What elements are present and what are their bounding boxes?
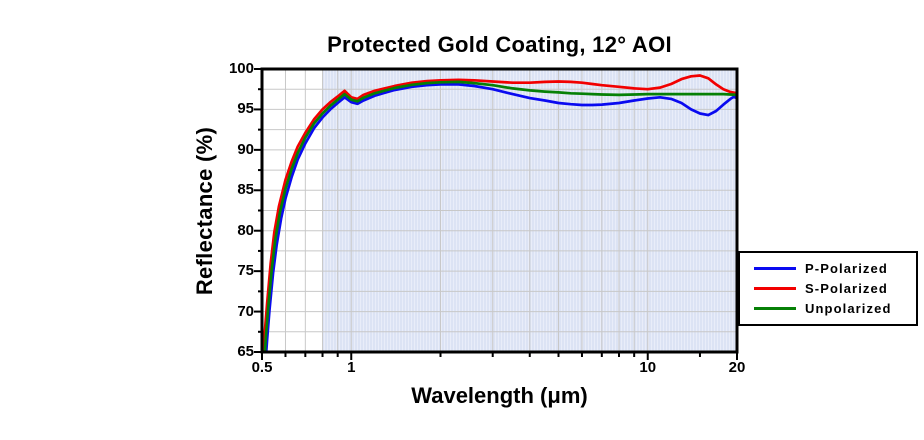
- legend-label-p-polarized: P-Polarized: [805, 261, 888, 276]
- y-tick-label-90: 90: [237, 140, 254, 158]
- plot-svg: [254, 67, 739, 360]
- y-tick-label-80: 80: [237, 221, 254, 239]
- y-tick-label-95: 95: [237, 100, 254, 118]
- legend-entry-unpolarized: Unpolarized: [754, 301, 916, 316]
- curve-unpolarized: [263, 80, 737, 352]
- grid-lines: [262, 69, 737, 352]
- legend-box: P-Polarized S-Polarized Unpolarized: [738, 251, 918, 326]
- x-tick-label-1: 1: [347, 359, 356, 376]
- legend-label-unpolarized: Unpolarized: [805, 301, 892, 316]
- legend-line-s-polarized: [754, 287, 796, 290]
- x-axis-label: Wavelength (μm): [411, 383, 588, 408]
- x-tick-label-0.5: 0.5: [251, 359, 273, 376]
- x-tick-label-10: 10: [639, 359, 657, 376]
- curve-s-polarized: [262, 74, 737, 352]
- chart-title: Protected Gold Coating, 12° AOI: [327, 32, 672, 57]
- plot-frame: [260, 67, 739, 354]
- legend-line-unpolarized: [754, 307, 796, 310]
- legend-entry-p-polarized: P-Polarized: [754, 261, 916, 276]
- legend-label-s-polarized: S-Polarized: [805, 281, 888, 296]
- y-tick-label-75: 75: [237, 262, 254, 280]
- y-tick-label-85: 85: [237, 181, 254, 199]
- y-tick-label-70: 70: [237, 302, 254, 320]
- y-tick-label-100: 100: [228, 60, 254, 77]
- y-tick-label-65: 65: [237, 343, 254, 360]
- x-tick-label-20: 20: [728, 359, 746, 376]
- legend-line-p-polarized: [754, 267, 796, 270]
- plot-area: P-Polarized S-Polarized Unpolarized: [250, 57, 918, 364]
- curve-p-polarized: [264, 83, 737, 352]
- legend-entry-s-polarized: S-Polarized: [754, 281, 916, 296]
